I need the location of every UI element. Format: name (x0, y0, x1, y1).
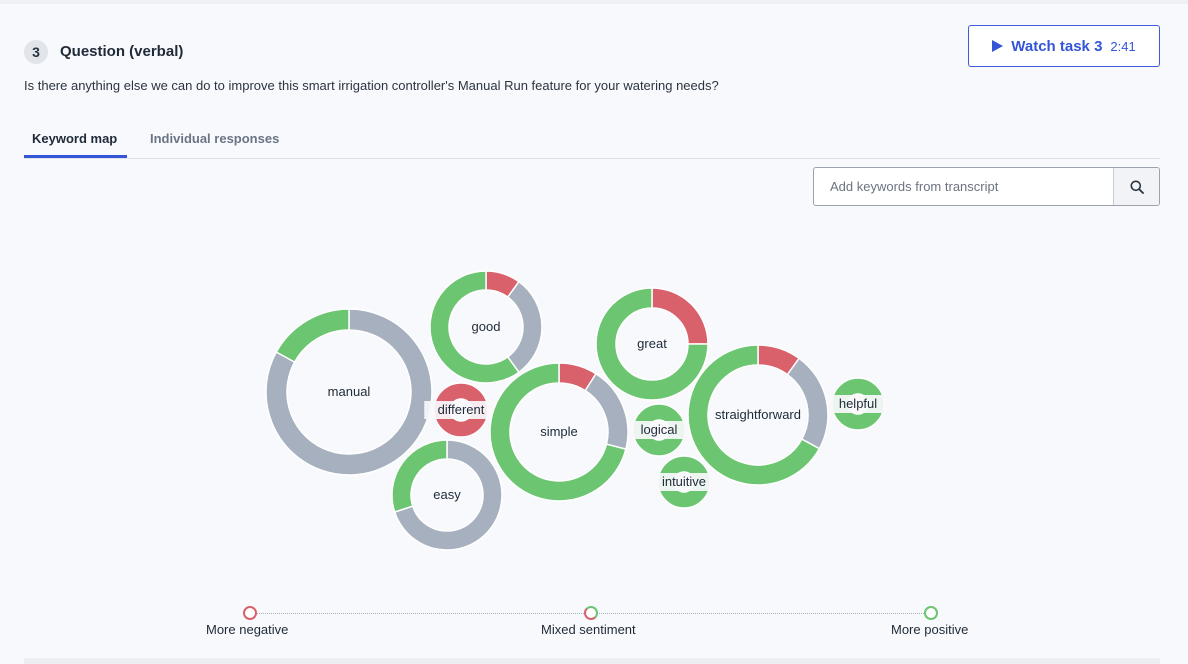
watch-task-label: Watch task 3 (1011, 37, 1103, 55)
keyword-label: good (472, 319, 501, 334)
keyword-label-background (647, 473, 721, 491)
keyword-bubble-straightforward[interactable]: straightforward (687, 344, 829, 486)
legend-mixed-label: Mixed sentiment (541, 622, 636, 637)
keyword-bubble-intuitive[interactable]: intuitive (647, 455, 721, 509)
active-tab-indicator (24, 155, 127, 158)
keyword-label-background (424, 401, 498, 419)
watch-task-button[interactable]: Watch task 3 2:41 (968, 25, 1160, 67)
keyword-bubble-logical[interactable]: logical (629, 403, 689, 457)
keyword-search-input[interactable] (814, 168, 1112, 205)
keyword-bubble-different[interactable]: different (424, 382, 498, 438)
sentiment-segment-positive (595, 287, 709, 401)
keyword-bubble-good[interactable]: good (429, 270, 543, 384)
positive-sentiment-marker (924, 606, 938, 620)
negative-sentiment-marker (243, 606, 257, 620)
keyword-bubble-simple[interactable]: simple (489, 362, 629, 502)
keyword-bubble-manual[interactable]: manual (265, 308, 433, 476)
keyword-label-background (629, 421, 689, 439)
keyword-label: helpful (839, 396, 877, 411)
watch-task-duration: 2:41 (1110, 38, 1136, 54)
keyword-label: logical (641, 422, 678, 437)
search-icon (1130, 180, 1144, 194)
search-button[interactable] (1113, 168, 1159, 205)
sentiment-segment-positive (391, 439, 448, 513)
top-divider (0, 0, 1188, 4)
tab-bar: Keyword map Individual responses (24, 120, 1160, 159)
sentiment-segment-positive (489, 362, 627, 502)
keyword-label: simple (540, 424, 578, 439)
sentiment-segment-positive (429, 270, 520, 384)
legend-negative-label: More negative (206, 622, 289, 637)
bottom-divider (24, 658, 1160, 664)
keyword-label: easy (433, 487, 461, 502)
tab-keyword-map[interactable]: Keyword map (32, 131, 118, 146)
legend-positive-label: More positive (891, 622, 969, 637)
sentiment-segment-neutral (506, 280, 543, 374)
keyword-label: straightforward (715, 407, 801, 422)
keyword-label-background (828, 395, 888, 413)
sentiment-segment-positive (275, 308, 350, 364)
question-text: Is there anything else we can do to impr… (24, 78, 719, 93)
sentiment-segment-neutral (265, 308, 433, 476)
keyword-search-box (813, 167, 1160, 206)
keyword-bubble-helpful[interactable]: helpful (828, 377, 888, 431)
keyword-label: intuitive (662, 474, 706, 489)
mixed-sentiment-marker (584, 606, 598, 620)
tab-individual-responses[interactable]: Individual responses (150, 131, 280, 146)
sentiment-segment-neutral (786, 357, 829, 450)
question-title: Question (verbal) (60, 43, 184, 60)
play-icon (992, 40, 1004, 52)
keyword-label: manual (328, 384, 371, 399)
keyword-bubble-great[interactable]: great (595, 287, 709, 401)
keyword-label: great (637, 336, 667, 351)
sentiment-segment-positive (687, 344, 821, 486)
keyword-bubble-easy[interactable]: easy (391, 439, 503, 551)
question-number-badge: 3 (24, 40, 48, 64)
sentiment-segment-neutral (393, 439, 503, 551)
keyword-label: different (438, 402, 485, 417)
